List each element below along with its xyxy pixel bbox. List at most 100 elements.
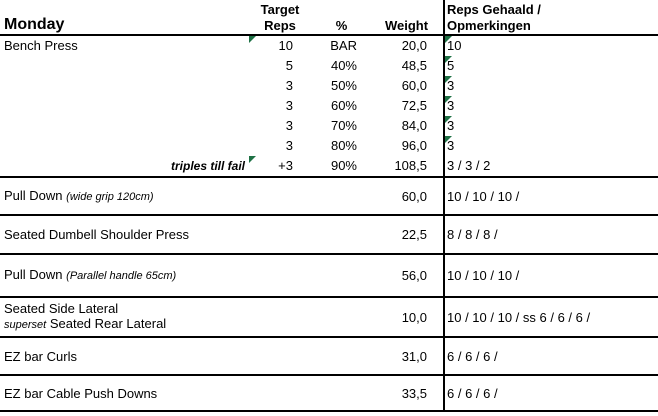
percent-cell[interactable]: 90% xyxy=(313,156,370,176)
weight-cell[interactable]: 10,0 xyxy=(370,310,443,325)
exercise-name: Seated Side Lateral xyxy=(4,301,119,316)
target-reps-cell[interactable]: 3 xyxy=(247,136,313,156)
result-cell[interactable]: 5 xyxy=(443,56,658,76)
weight-value: 10,0 xyxy=(401,309,427,325)
result-cell[interactable]: 10 xyxy=(443,36,658,56)
percent-cell[interactable]: 70% xyxy=(313,116,370,136)
exercise-name-cell[interactable]: Pull Down (Parallel handle 65cm) xyxy=(0,267,370,284)
weight-value: 60,0 xyxy=(401,188,427,204)
bench-set-row: triples till fail +3 90% 108,5 3 / 3 / 2 xyxy=(0,156,658,176)
target-reps-cell[interactable]: 3 xyxy=(247,96,313,116)
target-reps-cell[interactable]: 10 xyxy=(247,36,313,56)
target-reps-value: 3 xyxy=(285,138,293,153)
bench-set-row: 5 40% 48,5 5 xyxy=(0,56,658,76)
target-reps-value: 3 xyxy=(285,98,293,113)
exercise-name-cell[interactable]: Bench Press xyxy=(0,36,247,56)
bottom-border-line xyxy=(0,410,658,412)
result-cell[interactable]: 10 / 10 / 10 / xyxy=(443,189,658,204)
target-reps-header-line1: Target xyxy=(260,2,300,17)
target-reps-column-header[interactable]: Target Reps xyxy=(247,0,313,34)
percent-header-label: % xyxy=(335,18,348,33)
target-reps-cell[interactable]: +3 xyxy=(247,156,313,176)
percent-value: 70% xyxy=(330,118,357,133)
exercise-name-cell[interactable] xyxy=(0,56,247,76)
target-reps-cell[interactable]: 5 xyxy=(247,56,313,76)
exercise-name-line1: Seated Side Lateral xyxy=(4,301,370,316)
exercise-name-cell[interactable]: EZ bar Cable Push Downs xyxy=(0,386,370,401)
bench-set-row: 3 60% 72,5 3 xyxy=(0,96,658,116)
result-cell[interactable]: 3 xyxy=(443,136,658,156)
percent-cell[interactable]: 50% xyxy=(313,76,370,96)
target-reps-cell[interactable]: 3 xyxy=(247,116,313,136)
weight-cell[interactable]: 96,0 xyxy=(370,136,443,156)
percent-cell[interactable]: 80% xyxy=(313,136,370,156)
result-value: 6 / 6 / 6 / xyxy=(447,385,498,401)
weight-cell[interactable]: 108,5 xyxy=(370,156,443,176)
target-reps-value: 5 xyxy=(285,58,293,73)
weight-cell[interactable]: 22,5 xyxy=(370,227,443,242)
section-divider-line xyxy=(0,214,658,216)
percent-column-header[interactable]: % xyxy=(313,0,370,34)
result-cell[interactable]: 3 xyxy=(443,76,658,96)
weight-cell[interactable]: 60,0 xyxy=(370,76,443,96)
result-column-header[interactable]: Reps Gehaald / Opmerkingen xyxy=(443,0,658,34)
exercise-name-cell[interactable] xyxy=(0,116,247,136)
result-value: 6 / 6 / 6 / xyxy=(447,348,498,364)
result-cell[interactable]: 10 / 10 / 10 / ss 6 / 6 / 6 / xyxy=(443,310,658,325)
weight-value: 31,0 xyxy=(401,348,427,364)
column-divider-line xyxy=(443,0,445,412)
percent-value: 60% xyxy=(330,98,357,113)
weight-cell[interactable]: 20,0 xyxy=(370,36,443,56)
exercise-row: EZ bar Cable Push Downs 33,5 6 / 6 / 6 / xyxy=(0,376,658,410)
weight-header-label: Weight xyxy=(384,18,429,33)
result-cell[interactable]: 6 / 6 / 6 / xyxy=(443,386,658,401)
set-note-cell[interactable]: triples till fail xyxy=(0,156,247,176)
comment-flag-icon xyxy=(445,56,452,63)
exercise-detail: (wide grip 120cm) xyxy=(66,190,154,203)
target-reps-value: +3 xyxy=(278,158,293,173)
exercise-name-cell[interactable] xyxy=(0,96,247,116)
exercise-name: EZ bar Cable Push Downs xyxy=(4,385,158,401)
exercise-name-cell[interactable]: Seated Side Lateral superset Seated Rear… xyxy=(0,301,370,333)
result-value: 10 / 10 / 10 / ss 6 / 6 / 6 / xyxy=(447,309,591,325)
exercise-name-cell[interactable]: Pull Down (wide grip 120cm) xyxy=(0,188,370,205)
weight-cell[interactable]: 31,0 xyxy=(370,349,443,364)
target-reps-cell[interactable]: 3 xyxy=(247,76,313,96)
exercise-name-cell[interactable] xyxy=(0,76,247,96)
comment-flag-icon xyxy=(445,36,452,43)
weight-cell[interactable]: 33,5 xyxy=(370,386,443,401)
result-cell[interactable]: 10 / 10 / 10 / xyxy=(443,268,658,283)
weight-cell[interactable]: 60,0 xyxy=(370,189,443,204)
exercise-name-cell[interactable] xyxy=(0,136,247,156)
weight-value: 84,0 xyxy=(401,118,427,133)
percent-cell[interactable]: BAR xyxy=(313,36,370,56)
exercise-name: Pull Down xyxy=(4,187,63,203)
day-title-cell[interactable]: Monday xyxy=(0,0,247,34)
percent-cell[interactable]: 40% xyxy=(313,56,370,76)
weight-cell[interactable]: 84,0 xyxy=(370,116,443,136)
result-value: 3 xyxy=(447,118,455,133)
weight-value: 60,0 xyxy=(401,78,427,93)
weight-cell[interactable]: 48,5 xyxy=(370,56,443,76)
result-cell[interactable]: 3 / 3 / 2 xyxy=(443,156,658,176)
weight-column-header[interactable]: Weight xyxy=(370,0,443,34)
weight-value: 22,5 xyxy=(401,227,427,242)
weight-cell[interactable]: 56,0 xyxy=(370,268,443,283)
set-note: triples till fail xyxy=(170,159,245,173)
exercise-name-cell[interactable]: Seated Dumbell Shoulder Press xyxy=(0,227,370,242)
percent-cell[interactable]: 60% xyxy=(313,96,370,116)
percent-value: 90% xyxy=(330,158,357,173)
exercise-detail: (Parallel handle 65cm) xyxy=(66,270,177,282)
result-cell[interactable]: 3 xyxy=(443,96,658,116)
weight-cell[interactable]: 72,5 xyxy=(370,96,443,116)
result-cell[interactable]: 8 / 8 / 8 / xyxy=(443,227,658,242)
section-divider-line xyxy=(0,296,658,298)
result-value: 10 / 10 / 10 / xyxy=(447,188,520,204)
exercise-name-cell[interactable]: EZ bar Curls xyxy=(0,349,370,364)
exercise-name-line2: superset Seated Rear Lateral xyxy=(4,316,370,333)
exercise-name: Pull Down xyxy=(4,267,63,282)
result-cell[interactable]: 6 / 6 / 6 / xyxy=(443,349,658,364)
result-cell[interactable]: 3 xyxy=(443,116,658,136)
exercise-row: EZ bar Curls 31,0 6 / 6 / 6 / xyxy=(0,338,658,374)
bench-set-row: 3 70% 84,0 3 xyxy=(0,116,658,136)
